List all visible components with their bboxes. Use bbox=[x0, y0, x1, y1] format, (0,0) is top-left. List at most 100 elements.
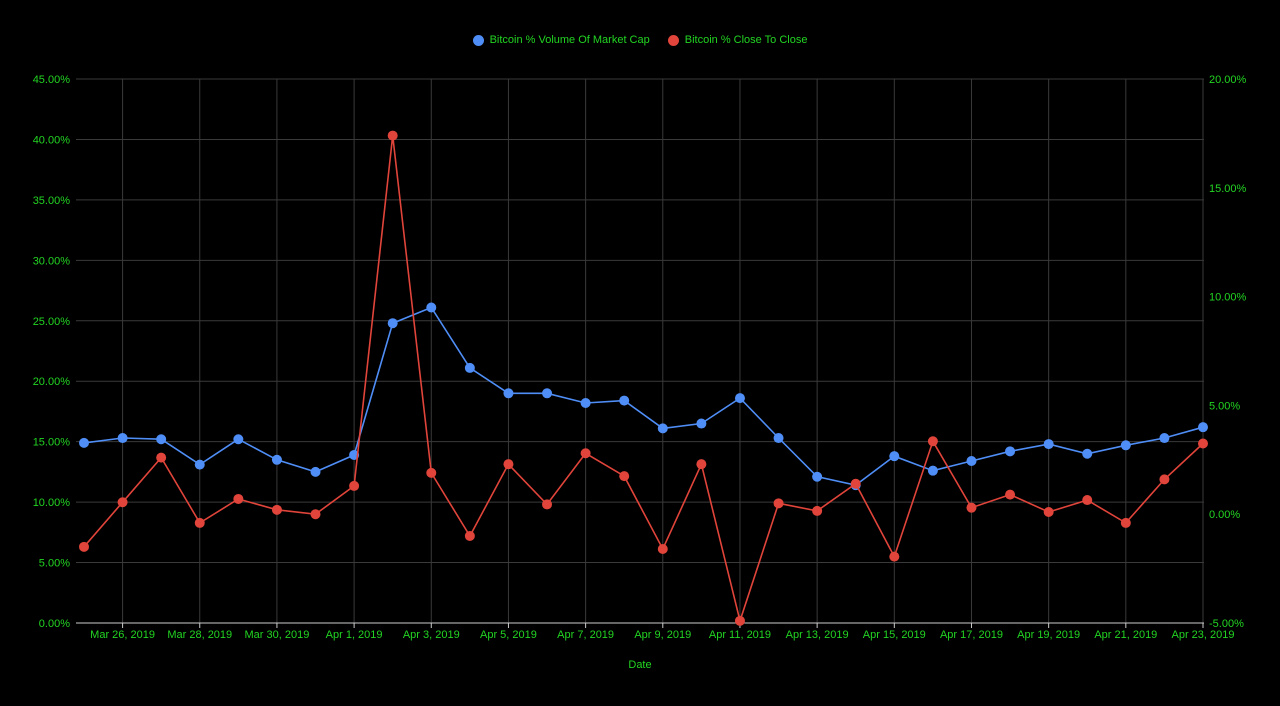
x-tick-label: Apr 1, 2019 bbox=[326, 629, 383, 641]
data-point-volume bbox=[503, 388, 514, 399]
data-point-volume bbox=[773, 433, 784, 444]
data-point-volume bbox=[1120, 440, 1131, 451]
data-point-close bbox=[1043, 507, 1054, 518]
data-point-close bbox=[1120, 517, 1131, 528]
y-left-tick-label: 35.00% bbox=[33, 195, 71, 207]
data-point-close bbox=[966, 502, 977, 513]
y-right-tick-label: 0.00% bbox=[1209, 509, 1240, 521]
data-point-volume bbox=[271, 454, 282, 465]
y-left-tick-label: 15.00% bbox=[33, 437, 71, 449]
data-point-volume bbox=[79, 437, 89, 448]
series-line-close bbox=[83, 135, 1204, 624]
y-left-tick-label: 30.00% bbox=[33, 255, 71, 267]
data-point-volume bbox=[1198, 422, 1208, 433]
data-point-volume bbox=[696, 418, 707, 429]
data-point-volume bbox=[1005, 446, 1016, 457]
legend: Bitcoin % Volume Of Market Cap Bitcoin %… bbox=[0, 34, 1280, 46]
data-point-close bbox=[117, 497, 128, 508]
data-point-close bbox=[271, 504, 282, 515]
data-point-close bbox=[580, 448, 591, 459]
data-point-volume bbox=[542, 388, 553, 399]
data-point-close bbox=[927, 436, 938, 447]
data-point-volume bbox=[117, 433, 128, 444]
data-point-volume bbox=[619, 395, 630, 406]
data-point-close bbox=[1159, 474, 1170, 485]
y-right-tick-label: 20.00% bbox=[1209, 74, 1247, 86]
data-point-close bbox=[426, 467, 437, 478]
x-tick-label: Apr 11, 2019 bbox=[709, 629, 771, 641]
y-left-tick-label: 25.00% bbox=[33, 316, 71, 328]
data-point-volume bbox=[194, 459, 205, 470]
legend-swatch-volume bbox=[472, 34, 484, 46]
data-point-volume bbox=[812, 471, 823, 482]
y-left-tick-label: 20.00% bbox=[33, 376, 71, 388]
y-left-tick-label: 45.00% bbox=[33, 74, 71, 86]
x-tick-label: Apr 7, 2019 bbox=[557, 629, 614, 641]
data-point-close bbox=[850, 478, 861, 489]
data-point-close bbox=[156, 452, 167, 463]
legend-label-volume: Bitcoin % Volume Of Market Cap bbox=[489, 34, 650, 46]
data-point-volume bbox=[464, 362, 475, 373]
data-point-close bbox=[812, 505, 823, 516]
series-line-volume bbox=[83, 306, 1204, 487]
data-point-volume bbox=[657, 423, 668, 434]
legend-label-close: Bitcoin % Close To Close bbox=[684, 34, 808, 46]
legend-swatch-close bbox=[667, 34, 679, 46]
data-point-close bbox=[1082, 495, 1093, 506]
data-point-close bbox=[773, 498, 784, 509]
data-point-close bbox=[310, 509, 321, 520]
x-tick-label: Apr 15, 2019 bbox=[863, 629, 926, 641]
data-point-close bbox=[889, 551, 900, 562]
data-point-close bbox=[619, 471, 630, 482]
y-left-tick-label: 40.00% bbox=[33, 134, 71, 146]
data-point-volume bbox=[1043, 439, 1054, 450]
data-point-volume bbox=[233, 434, 244, 445]
data-point-close bbox=[734, 615, 745, 626]
x-tick-label: Apr 19, 2019 bbox=[1017, 629, 1080, 641]
data-point-volume bbox=[1159, 433, 1170, 444]
data-point-close bbox=[464, 530, 475, 541]
data-point-volume bbox=[580, 397, 591, 408]
y-right-tick-label: 10.00% bbox=[1209, 292, 1247, 304]
x-tick-label: Mar 30, 2019 bbox=[245, 629, 310, 641]
data-point-close bbox=[387, 130, 398, 141]
x-tick-label: Apr 5, 2019 bbox=[480, 629, 537, 641]
legend-item-volume[interactable]: Bitcoin % Volume Of Market Cap bbox=[472, 34, 650, 46]
data-point-close bbox=[542, 499, 553, 510]
data-point-close bbox=[349, 480, 360, 491]
data-point-close bbox=[1198, 438, 1208, 449]
data-point-volume bbox=[156, 434, 167, 445]
data-point-volume bbox=[310, 466, 321, 477]
x-tick-label: Apr 13, 2019 bbox=[786, 629, 849, 641]
x-tick-label: Apr 9, 2019 bbox=[634, 629, 691, 641]
y-right-tick-label: 5.00% bbox=[1209, 400, 1240, 412]
data-point-close bbox=[657, 544, 668, 555]
data-point-volume bbox=[1082, 448, 1093, 459]
y-left-tick-label: 0.00% bbox=[39, 618, 70, 630]
x-tick-label: Apr 23, 2019 bbox=[1172, 629, 1235, 641]
x-tick-label: Apr 21, 2019 bbox=[1094, 629, 1157, 641]
data-point-close bbox=[79, 541, 89, 552]
data-point-close bbox=[1005, 489, 1016, 500]
x-tick-label: Mar 26, 2019 bbox=[90, 629, 155, 641]
legend-item-close[interactable]: Bitcoin % Close To Close bbox=[667, 34, 808, 46]
data-point-close bbox=[233, 493, 244, 504]
y-left-tick-label: 5.00% bbox=[39, 558, 70, 570]
data-point-volume bbox=[889, 451, 900, 462]
data-point-volume bbox=[387, 318, 398, 329]
y-left-tick-label: 10.00% bbox=[33, 497, 71, 509]
data-point-close bbox=[194, 517, 205, 528]
data-point-volume bbox=[966, 456, 977, 467]
data-point-close bbox=[696, 459, 707, 470]
data-point-volume bbox=[426, 302, 437, 313]
data-point-close bbox=[503, 459, 514, 470]
y-right-tick-label: -5.00% bbox=[1209, 618, 1244, 630]
x-axis-title: Date bbox=[628, 659, 651, 671]
data-point-volume bbox=[734, 393, 745, 404]
x-tick-label: Apr 3, 2019 bbox=[403, 629, 460, 641]
data-point-volume bbox=[927, 465, 938, 476]
x-tick-label: Apr 17, 2019 bbox=[940, 629, 1003, 641]
x-tick-label: Mar 28, 2019 bbox=[167, 629, 232, 641]
y-right-tick-label: 15.00% bbox=[1209, 183, 1247, 195]
